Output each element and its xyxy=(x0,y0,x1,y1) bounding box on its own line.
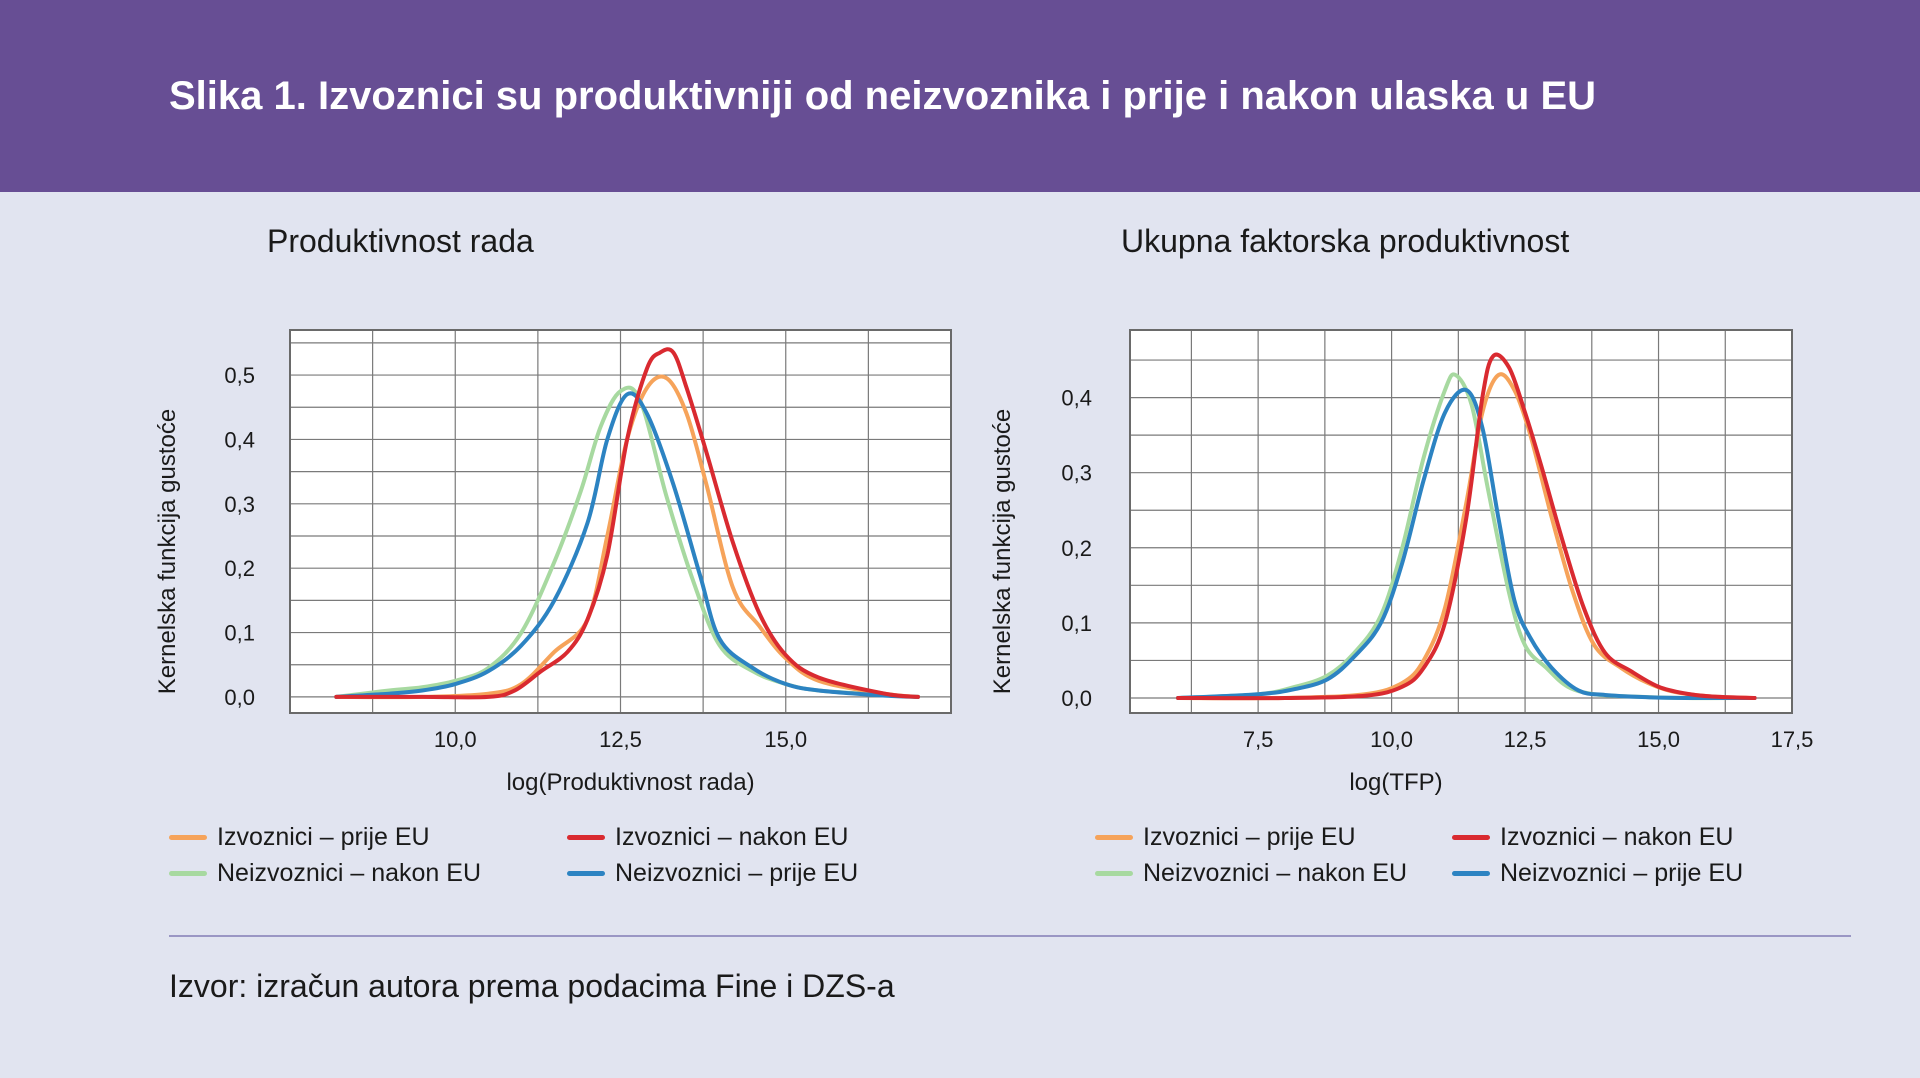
source-note: Izvor: izračun autora prema podacima Fin… xyxy=(169,968,895,1004)
legend-1-neizvoznici-prije: Neizvoznici – prije EU xyxy=(567,858,858,888)
x-tick-label: 17,5 xyxy=(1771,727,1814,752)
legend-2-izvoznici-nakon: Izvoznici – nakon EU xyxy=(1452,822,1733,852)
legend-swatch xyxy=(567,870,605,876)
legend-label: Neizvoznici – nakon EU xyxy=(1143,858,1408,887)
series-line-izvoznici-nakon xyxy=(334,347,920,700)
series-line-izvoznici-nakon xyxy=(1176,352,1757,701)
legend-2-neizvoznici-nakon: Neizvoznici – nakon EU xyxy=(1095,858,1407,888)
legend-1-izvoznici-prije: Izvoznici – prije EU xyxy=(169,822,430,852)
legend-swatch xyxy=(169,870,207,876)
plot-border xyxy=(1129,329,1793,714)
legend-swatch xyxy=(567,834,605,840)
legend-swatch xyxy=(1452,834,1490,840)
y-tick-label: 0,1 xyxy=(224,621,255,646)
x-tick-label: 7,5 xyxy=(1243,727,1274,752)
y-tick-label: 0,4 xyxy=(1061,386,1092,411)
legend-swatch xyxy=(169,834,207,840)
y-tick-label: 0,1 xyxy=(1061,611,1092,636)
x-tick-label: 12,5 xyxy=(599,727,642,752)
legend-label: Neizvoznici – nakon EU xyxy=(217,858,482,887)
y-tick-label: 0,2 xyxy=(1061,536,1092,561)
y-tick-label: 0,3 xyxy=(224,492,255,517)
series-line-neizvoznici-prije xyxy=(1176,387,1757,701)
y-tick-label: 0,0 xyxy=(224,685,255,710)
legend-swatch xyxy=(1095,834,1133,840)
series-line-neizvoznici-prije xyxy=(334,391,920,699)
x-axis-label: log(Produktivnost rada) xyxy=(506,769,754,796)
divider xyxy=(169,935,1851,937)
x-axis-label: log(TFP) xyxy=(1349,769,1442,796)
chart-2-title: Ukupna faktorska produktivnost xyxy=(1121,223,1570,259)
legend-label: Neizvoznici – prije EU xyxy=(1500,858,1744,887)
x-tick-label: 10,0 xyxy=(434,727,477,752)
y-tick-label: 0,4 xyxy=(224,427,255,452)
legend-swatch xyxy=(1095,870,1133,876)
legend-label: Neizvoznici – prije EU xyxy=(615,858,859,887)
legend-1-neizvoznici-nakon: Neizvoznici – nakon EU xyxy=(169,858,481,888)
x-tick-label: 10,0 xyxy=(1370,727,1413,752)
y-tick-label: 0,5 xyxy=(224,363,255,388)
legend-label: Izvoznici – prije EU xyxy=(1143,822,1356,851)
x-tick-label: 15,0 xyxy=(1637,727,1680,752)
x-tick-label: 12,5 xyxy=(1504,727,1547,752)
header-bar: Slika 1. Izvoznici su produktivniji od n… xyxy=(0,0,1920,192)
legend-label: Izvoznici – prije EU xyxy=(217,822,430,851)
plot-border xyxy=(289,329,952,714)
legend-2-neizvoznici-prije: Neizvoznici – prije EU xyxy=(1452,858,1743,888)
y-axis-label: Kernelska funkcija gustoće xyxy=(989,409,1016,695)
legend-label: Izvoznici – nakon EU xyxy=(1500,822,1734,851)
figure-title: Slika 1. Izvoznici su produktivniji od n… xyxy=(169,74,1597,118)
series-line-izvoznici-prije xyxy=(334,374,920,700)
legend-2-izvoznici-prije: Izvoznici – prije EU xyxy=(1095,822,1356,852)
legend-swatch xyxy=(1452,870,1490,876)
y-axis-label: Kernelska funkcija gustoće xyxy=(154,409,181,695)
legend-label: Izvoznici – nakon EU xyxy=(615,822,849,851)
y-tick-label: 0,0 xyxy=(1061,686,1092,711)
x-tick-label: 15,0 xyxy=(764,727,807,752)
y-tick-label: 0,2 xyxy=(224,556,255,581)
chart-1-title: Produktivnost rada xyxy=(267,223,534,259)
y-tick-label: 0,3 xyxy=(1061,461,1092,486)
legend-1-izvoznici-nakon: Izvoznici – nakon EU xyxy=(567,822,848,852)
